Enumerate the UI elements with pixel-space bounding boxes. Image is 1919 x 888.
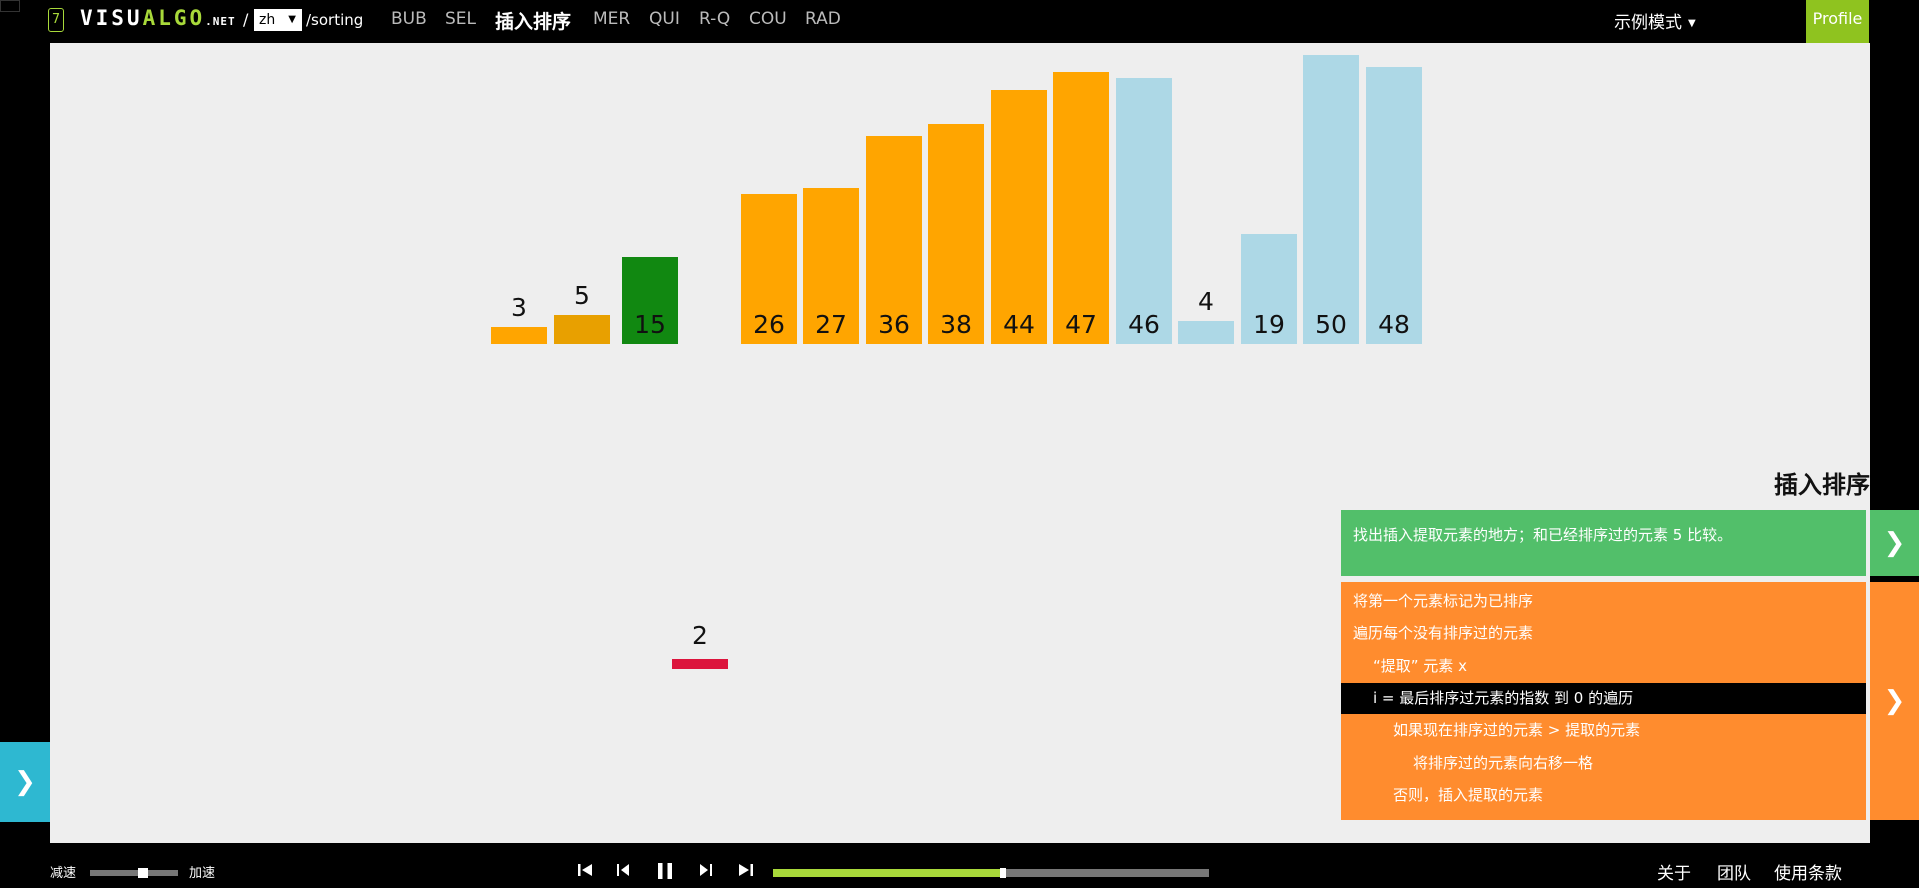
array-bar (622, 257, 678, 344)
array-bar (1366, 66, 1422, 344)
nav-counting-sort[interactable]: COU (749, 9, 787, 29)
bottom-control-bar: 减速 加速 关于 团队 使用条款 (0, 843, 1919, 888)
array-bar (991, 89, 1047, 344)
nav-radix-sort[interactable]: RAD (805, 9, 841, 29)
pseudocode-panel-toggle[interactable]: ❯ (1870, 582, 1919, 820)
progress-thumb[interactable] (999, 868, 1006, 878)
skip-back-icon[interactable] (576, 861, 594, 882)
page-path: /sorting (306, 11, 364, 29)
array-bar-value: 50 (1315, 310, 1347, 339)
extracted-bar-value: 2 (692, 621, 708, 650)
array-bar (803, 187, 859, 344)
pseudocode-line: 将第一个元素标记为已排序 (1353, 592, 1534, 610)
terms-link[interactable]: 使用条款 (1774, 864, 1842, 884)
chevron-right-icon: ❯ (1883, 686, 1906, 716)
logo-net-text: .NET (205, 15, 236, 28)
array-bar-value: 15 (634, 310, 666, 339)
array-bar-value: 26 (753, 310, 785, 339)
pseudocode-line: 如果现在排序过的元素 > 提取的元素 (1393, 721, 1641, 740)
pseudocode-line: 遍历每个没有排序过的元素 (1353, 624, 1534, 643)
array-bar-value: 4 (1198, 286, 1214, 316)
caret-down-icon: ▼ (1688, 17, 1696, 29)
team-link[interactable]: 团队 (1717, 864, 1751, 884)
language-value: zh (259, 12, 276, 28)
logo-green-text: ALGO (142, 6, 206, 30)
skip-forward-icon[interactable] (737, 861, 755, 882)
step-forward-icon[interactable] (697, 861, 715, 882)
array-bar-value: 27 (815, 310, 847, 339)
pause-icon[interactable] (655, 861, 675, 884)
array-bar-value: 44 (1003, 310, 1035, 339)
slow-down-label: 减速 (50, 866, 77, 881)
status-panel: 找出插入提取元素的地方；和已经排序过的元素 5 比较。 (1341, 510, 1866, 576)
nav-random-quick-sort[interactable]: R-Q (699, 9, 731, 29)
about-link[interactable]: 关于 (1657, 864, 1691, 884)
pseudocode-line: 将排序过的元素向右移一格 (1413, 753, 1594, 772)
corner-mark (0, 0, 20, 12)
pseudocode-line: “提取” 元素 x (1373, 656, 1467, 675)
array-bar-value: 38 (940, 310, 972, 339)
array-bar (928, 124, 984, 344)
profile-button[interactable]: Profile (1806, 0, 1869, 43)
tab-number-badge[interactable]: 7 (48, 8, 64, 32)
nav-bubble-sort[interactable]: BUB (391, 9, 427, 29)
visualgo-logo[interactable]: VISUALGO.NET (80, 6, 236, 30)
array-bar (741, 193, 797, 344)
speed-slider[interactable] (90, 868, 178, 878)
algorithm-title: 插入排序 (1774, 471, 1870, 499)
array-bar (1178, 320, 1234, 344)
progress-bar[interactable] (773, 868, 1209, 878)
path-separator: / (243, 10, 249, 29)
array-bar-value: 47 (1065, 310, 1097, 339)
chevron-right-icon: ❯ (14, 767, 36, 797)
visualization-stage: 3 5 15 26 27 36 38 44 47 46 4 19 50 48 2 插入排序 (50, 43, 1870, 843)
chevron-right-icon: ❯ (1883, 528, 1906, 558)
array-bar (1116, 78, 1172, 344)
status-text: 找出插入提取元素的地方；和已经排序过的元素 5 比较。 (1353, 526, 1733, 544)
top-navigation-bar: 7 VISUALGO.NET / zh ▼ /sorting BUB SEL 插… (0, 0, 1919, 43)
logo-white-text: VISU (80, 6, 143, 30)
pseudocode-panel: 将第一个元素标记为已排序 遍历每个没有排序过的元素 “提取” 元素 x i = 最后排… (1341, 582, 1866, 820)
actions-panel-toggle[interactable]: ❯ (0, 742, 50, 822)
pseudocode-line: i = 最后排序过元素的指数 到 0 的遍历 (1341, 682, 1866, 714)
array-bar (1303, 55, 1359, 344)
array-bar-value: 48 (1378, 310, 1410, 339)
array-bar-value: 3 (511, 292, 527, 322)
nav-quick-sort[interactable]: QUI (649, 9, 680, 29)
status-panel-toggle[interactable]: ❯ (1870, 510, 1919, 576)
progress-fill (773, 869, 1000, 877)
nav-insertion-sort[interactable]: 插入排序 (495, 11, 572, 33)
speed-up-label: 加速 (189, 866, 216, 881)
language-select[interactable]: zh ▼ (254, 9, 302, 31)
array-bar-value: 19 (1253, 310, 1285, 339)
array-bar (491, 326, 547, 344)
array-bar-value: 46 (1128, 310, 1160, 339)
mode-label: 示例模式 (1614, 13, 1682, 33)
array-bar-value: 36 (878, 310, 910, 339)
chevron-down-icon: ▼ (288, 14, 296, 25)
mode-dropdown[interactable]: 示例模式 ▼ (1614, 8, 1696, 33)
pseudocode-line: 否则，插入提取的元素 (1393, 785, 1544, 804)
step-back-icon[interactable] (614, 861, 632, 882)
array-bar (866, 135, 922, 344)
nav-merge-sort[interactable]: MER (593, 9, 631, 29)
array-bar-value: 5 (574, 281, 590, 311)
nav-selection-sort[interactable]: SEL (445, 9, 477, 29)
array-bar (554, 315, 610, 344)
speed-slider-thumb[interactable] (137, 868, 148, 878)
array-bar (1053, 72, 1109, 344)
extracted-bar (672, 659, 728, 669)
array-bar (1241, 234, 1297, 344)
